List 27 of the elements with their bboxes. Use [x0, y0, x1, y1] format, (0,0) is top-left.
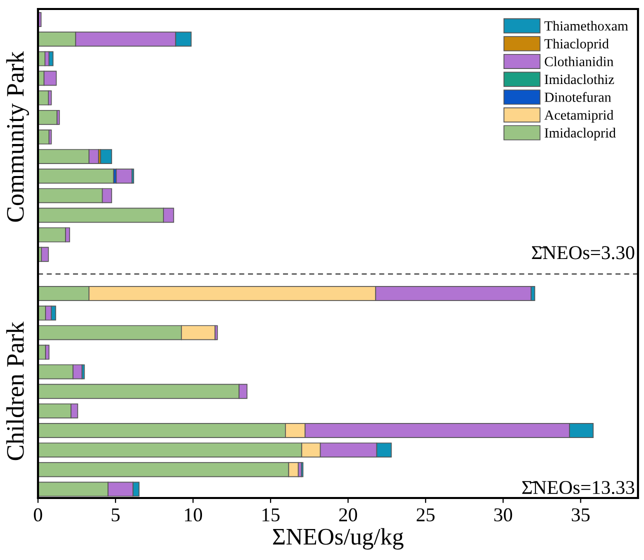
x-tick-label: 5: [112, 508, 120, 522]
bar: [40, 246, 49, 262]
x-tick-label: 20: [339, 508, 358, 522]
bar: [100, 149, 112, 164]
legend-label: Acetamiprid: [544, 110, 614, 123]
x-tick-label: 30: [494, 508, 512, 522]
x-tick-label: 35: [572, 508, 590, 522]
x-tick-label: 15: [262, 508, 280, 522]
legend-label: Imidacloprid: [544, 128, 616, 140]
bar: [38, 168, 114, 184]
x-tick-label: 0: [34, 508, 42, 522]
bar: [116, 168, 132, 184]
annotation: Σ̄NEOs=13.33: [522, 480, 634, 494]
legend-label: Dinotefuran: [544, 92, 612, 102]
bar: [38, 110, 58, 125]
x-axis-title: ΣNEOs/ug/kg: [273, 528, 404, 550]
text: Children Park: [6, 322, 24, 460]
legend-label: Clothianidin: [544, 56, 614, 66]
annotation: Σ̄NEOs=3.30: [532, 246, 634, 260]
text: Community Park: [6, 51, 29, 222]
legend-label: Imidaclothiz: [544, 74, 614, 84]
legend-label: Thiamethoxam: [544, 20, 628, 31]
x-tick-label: 10: [185, 508, 202, 522]
x-tick-label: 25: [416, 508, 435, 522]
bar: [38, 227, 66, 242]
legend-label: Thiacloprid: [544, 38, 609, 52]
bar: [48, 51, 54, 66]
